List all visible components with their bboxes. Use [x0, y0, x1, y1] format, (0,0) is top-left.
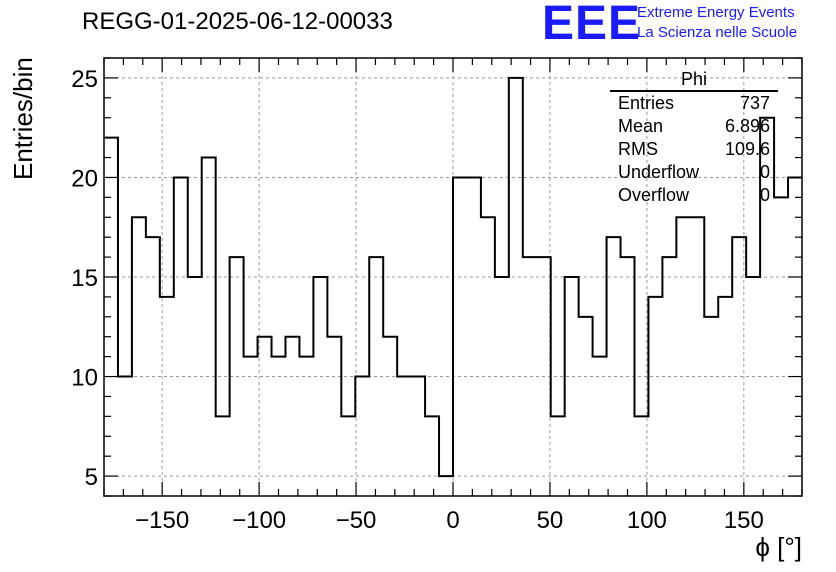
x-tick-label: −50 — [336, 507, 377, 534]
y-tick-label: 10 — [71, 365, 98, 392]
stats-value: 6.896 — [724, 116, 770, 136]
stats-key: Underflow — [618, 162, 700, 182]
stats-row: RMS 109.6 — [608, 138, 778, 161]
stats-value: 0 — [759, 185, 770, 205]
histogram-series — [104, 76, 802, 478]
y-tick-label: 25 — [71, 66, 98, 93]
tick-labels: −150 −100 −50 0 50 100 150 5 10 15 20 25 — [71, 66, 764, 534]
x-axis-label: ϕ [°] — [755, 532, 802, 562]
stats-value: 737 — [739, 93, 770, 113]
y-tick-label: 20 — [71, 165, 98, 192]
stats-key: Overflow — [618, 185, 690, 205]
stats-key: Entries — [618, 93, 675, 113]
stats-row: Overflow 0 — [608, 184, 778, 207]
chart-title: REGG-01-2025-06-12-00033 — [82, 8, 393, 35]
stats-row: Underflow 0 — [608, 161, 778, 184]
logo-line-1: Extreme Energy Events — [637, 4, 795, 21]
x-tick-label: 50 — [537, 507, 564, 534]
eee-logo: EEE — [542, 0, 642, 50]
y-tick-label: 5 — [85, 464, 98, 491]
x-tick-label: 0 — [446, 507, 459, 534]
stats-value: 109.6 — [724, 139, 770, 159]
x-tick-label: 100 — [627, 507, 667, 534]
x-tick-label: −100 — [232, 507, 286, 534]
y-tick-label: 15 — [71, 265, 98, 292]
stats-rows: Entries 737 Mean 6.896 RMS 109.6 Underflow 0 Ove… — [608, 92, 778, 207]
stats-value: 0 — [759, 162, 770, 182]
stats-row: Entries 737 — [608, 92, 778, 115]
logo-line-2: La Scienza nelle Scuole — [637, 24, 798, 41]
stats-key: Mean — [618, 116, 664, 136]
stats-box: Phi Entries 737 Mean 6.896 RMS 109.6 Underflow… — [608, 68, 778, 207]
stats-key: RMS — [618, 139, 658, 159]
y-axis-label: Entries/bin — [8, 57, 38, 180]
x-tick-label: 150 — [724, 507, 764, 534]
stats-row: Mean 6.896 — [608, 115, 778, 138]
stats-title: Phi — [610, 68, 778, 92]
x-tick-label: −150 — [135, 507, 189, 534]
